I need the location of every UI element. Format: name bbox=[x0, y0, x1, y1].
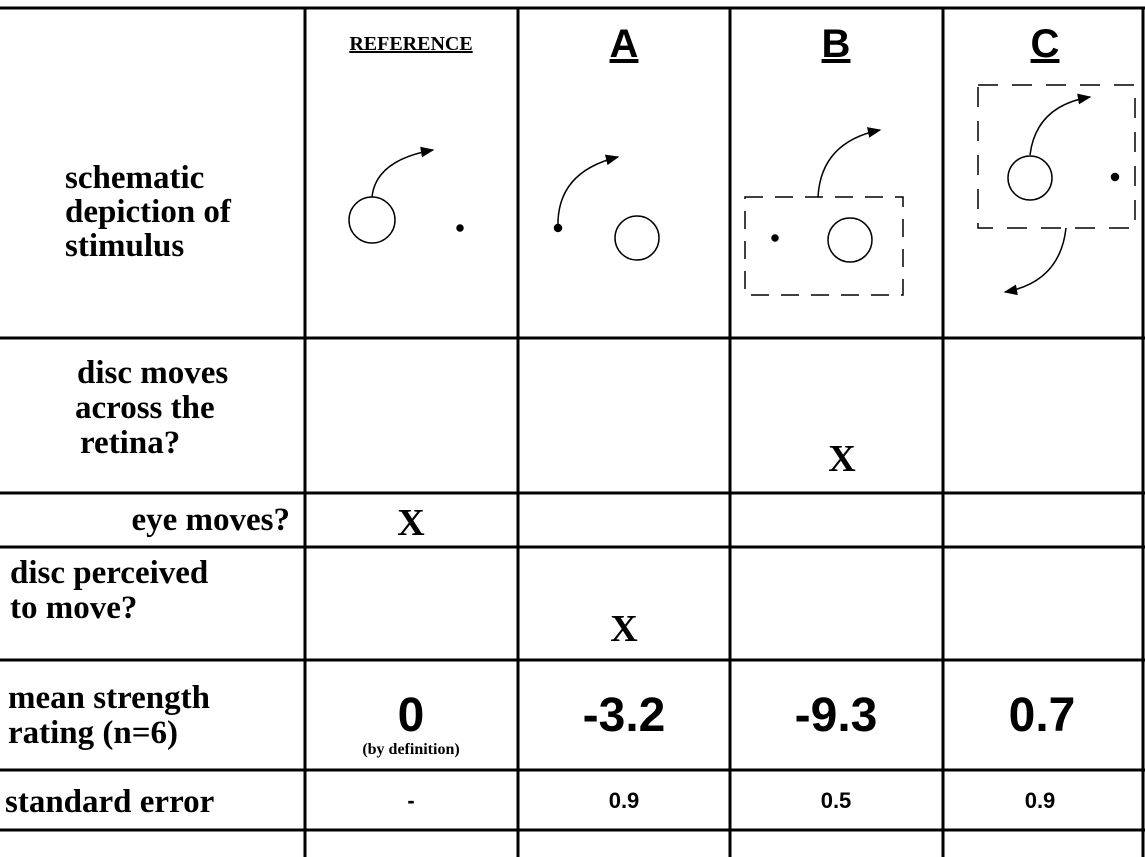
row-label: disc perceived bbox=[10, 555, 209, 591]
row-label: standard error bbox=[5, 784, 215, 820]
row-label: depiction of bbox=[65, 194, 231, 230]
row-label: stimulus bbox=[65, 228, 185, 264]
cell-value: 0.5 bbox=[820, 788, 852, 813]
row-label: retina? bbox=[80, 425, 181, 461]
cell-mark: X bbox=[610, 608, 638, 650]
cell-value: 0.9 bbox=[608, 788, 640, 813]
cell-mark: X bbox=[397, 502, 425, 544]
column-header: C bbox=[1030, 22, 1060, 66]
row-label: disc moves bbox=[77, 355, 229, 391]
cell-value: - bbox=[407, 788, 415, 813]
cell-value: 0.7 bbox=[1008, 689, 1076, 742]
row-label: to move? bbox=[10, 590, 138, 626]
cell-value: 0 bbox=[397, 689, 425, 742]
cell-value: -3.2 bbox=[582, 689, 666, 742]
column-header: B bbox=[821, 22, 851, 66]
row-label: rating (n=6) bbox=[8, 715, 179, 751]
row-label: eye moves? bbox=[131, 502, 290, 538]
cell-mark: X bbox=[828, 438, 856, 480]
row-label: schematic bbox=[65, 160, 205, 196]
column-header: A bbox=[609, 22, 639, 66]
cell-value: 0.9 bbox=[1024, 788, 1056, 813]
cell-note: (by definition) bbox=[362, 741, 460, 758]
column-header: REFERENCE bbox=[349, 33, 473, 55]
grid bbox=[0, 6, 1145, 857]
cell-value: -9.3 bbox=[794, 689, 878, 742]
row-label: mean strength bbox=[8, 680, 210, 716]
schematics bbox=[348, 84, 1136, 296]
row-label: across the bbox=[75, 390, 215, 426]
